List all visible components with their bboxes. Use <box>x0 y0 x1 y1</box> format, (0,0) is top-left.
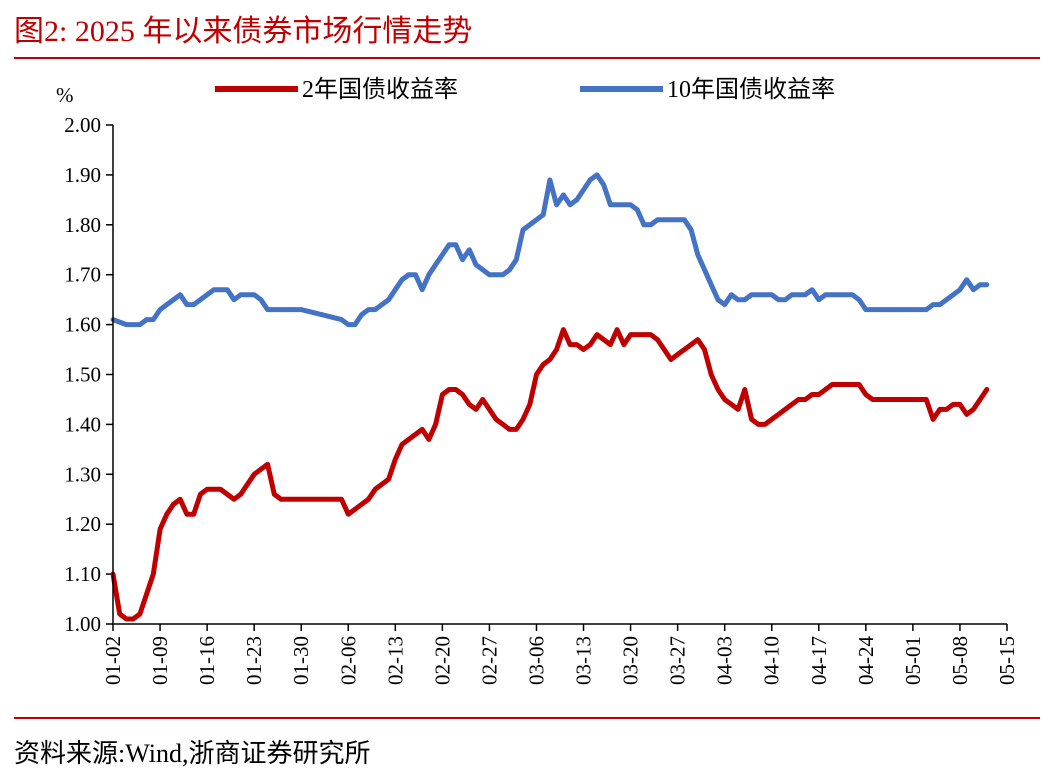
x-tick-label: 04-17 <box>807 636 831 685</box>
y-tick-label: 1.60 <box>64 313 101 337</box>
x-tick-label: 01-02 <box>101 636 125 685</box>
x-tick-label: 03-27 <box>666 636 690 685</box>
y-tick-label: 1.20 <box>64 512 101 536</box>
series-line-10y <box>110 172 990 328</box>
x-axis: 01-02 01-09 01-16 01-23 01-30 02-06 02-13 02-20… <box>101 624 1019 685</box>
x-tick-label: 01-09 <box>148 636 172 685</box>
y-axis-unit: % <box>56 83 74 107</box>
x-tick-label: 03-13 <box>572 636 596 685</box>
y-axis: 2.00 1.90 1.80 1.70 1.60 1.50 1.40 1.30 1.20 1.10… <box>64 113 113 636</box>
y-tick-label: 1.70 <box>64 263 101 287</box>
x-tick-label: 02-06 <box>336 636 360 685</box>
legend-label-10y: 10年国债收益率 <box>667 76 835 103</box>
line-chart: 2年国债收益率 10年国债收益率 % 2.00 1.90 1.80 1.70 1.60 1… <box>56 76 1019 685</box>
x-tick-label: 02-13 <box>383 636 407 685</box>
x-tick-label: 02-27 <box>477 636 501 685</box>
x-tick-label: 04-10 <box>760 636 784 685</box>
bottom-rule <box>14 717 1040 719</box>
y-tick-label: 1.80 <box>64 213 101 237</box>
source-note: 资料来源:Wind,浙商证券研究所 <box>14 739 371 768</box>
x-tick-label: 02-20 <box>430 636 454 685</box>
series-line-2y <box>110 327 990 622</box>
x-tick-label: 04-24 <box>854 636 878 685</box>
x-tick-label: 05-08 <box>948 636 972 685</box>
legend-label-2y: 2年国债收益率 <box>302 76 458 103</box>
x-tick-label: 04-03 <box>713 636 737 685</box>
x-tick-label: 01-23 <box>242 636 266 685</box>
x-tick-label: 03-20 <box>619 636 643 685</box>
x-tick-label: 05-15 <box>995 636 1019 685</box>
y-tick-label: 2.00 <box>64 113 101 137</box>
x-tick-label: 01-30 <box>289 636 313 685</box>
x-tick-label: 03-06 <box>524 636 548 685</box>
figure-title: 图2: 2025 年以来债券市场行情走势 <box>14 15 473 48</box>
x-tick-label: 05-01 <box>901 636 925 685</box>
y-tick-label: 1.90 <box>64 163 101 187</box>
y-tick-label: 1.40 <box>64 412 101 436</box>
y-tick-label: 1.50 <box>64 363 101 387</box>
legend: 2年国债收益率 10年国债收益率 <box>215 76 835 103</box>
series-layer <box>110 172 990 622</box>
y-tick-label: 1.30 <box>64 462 101 486</box>
x-tick-label: 01-16 <box>195 636 219 685</box>
y-tick-label: 1.10 <box>64 562 101 586</box>
y-tick-label: 1.00 <box>64 612 101 636</box>
title-rule <box>14 57 1040 59</box>
